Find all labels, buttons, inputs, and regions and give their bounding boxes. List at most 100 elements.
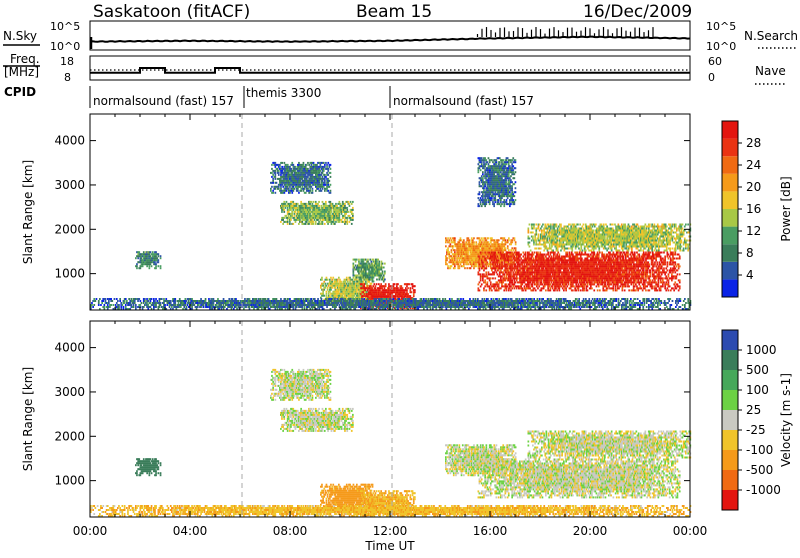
heatmap-cell [565,289,567,291]
heatmap-cell [378,283,380,285]
nave-tick-top: 60 [708,55,722,68]
heatmap-cell [372,285,374,287]
heatmap-cell [556,254,558,256]
heatmap-cell [301,221,303,223]
heatmap-cell [330,201,332,203]
heatmap-cell [291,172,293,174]
heatmap-cell [388,287,390,289]
heatmap-cell [372,279,374,281]
heatmap-cell [321,190,323,192]
heatmap-cell [295,221,297,223]
heatmap-cell [520,254,522,256]
heatmap-cell [326,293,328,295]
heatmap-cell [481,237,483,239]
heatmap-cell [349,215,351,217]
heatmap-cell [497,273,499,275]
heatmap-cell [578,289,580,291]
heatmap-cell [538,267,540,269]
heatmap-cell [447,237,449,239]
heatmap-cell [367,285,369,287]
heatmap-cell [484,279,486,281]
heatmap-cell [541,279,543,281]
heatmap-cell [321,174,323,176]
heatmap-cell [272,190,274,192]
heatmap-cell [272,182,274,184]
heatmap-cell [291,211,293,213]
heatmap-cell [529,275,531,277]
heatmap-cell [327,174,329,176]
heatmap-cell [532,285,534,287]
heatmap-cell [480,239,482,241]
heatmap-cell [345,213,347,215]
heatmap-cell [327,287,329,289]
heatmap-cell [499,265,501,267]
heatmap-cell [414,285,416,287]
heatmap-cell [356,277,358,279]
heatmap-cell [283,209,285,211]
heatmap-cell [404,291,406,293]
heatmap-cell [146,265,148,267]
heatmap-cell [327,170,329,172]
heatmap-cell [316,205,318,207]
heatmap-cell [536,285,538,287]
heatmap-cell [322,293,324,295]
heatmap-cell [482,261,484,263]
heatmap-cell [481,258,483,260]
heatmap-cell [305,223,307,225]
heatmap-cell [453,245,455,247]
heatmap-cell [508,249,510,251]
nsearch-label: N.Search [744,29,798,43]
heatmap-cell [330,289,332,291]
heatmap-cell [496,287,498,289]
heatmap-cell [302,186,304,188]
heatmap-cell [566,285,568,287]
nsky-tick-bottom: 10^0 [50,40,80,53]
heatmap-cell [479,267,481,269]
heatmap-cell [454,265,456,267]
heatmap-cell [525,289,527,291]
heatmap-cell [465,245,467,247]
heatmap-cell [575,283,577,285]
heatmap-cell [331,209,333,211]
heatmap-cell [514,275,516,277]
heatmap-cell [339,221,341,223]
heatmap-cell [368,281,370,283]
heatmap-cell [565,283,567,285]
cpid-segment-2: themis 3300 [246,86,321,100]
heatmap-cell [487,261,489,263]
heatmap-cell [326,285,328,287]
heatmap-cell [288,188,290,190]
heatmap-cell [323,170,325,172]
heatmap-cell [353,271,355,273]
heatmap-cell [572,275,574,277]
heatmap-cell [299,219,301,221]
heatmap-cell [480,265,482,267]
heatmap-cell [493,239,495,241]
heatmap-cell [330,164,332,166]
heatmap-cell [463,265,465,267]
heatmap-cell [327,178,329,180]
heatmap-cell [562,287,564,289]
heatmap-cell [346,207,348,209]
heatmap-cell [363,279,365,281]
heatmap-cell [511,263,513,265]
heatmap-cell [313,201,315,203]
heatmap-cell [482,277,484,279]
heatmap-cell [300,190,302,192]
heatmap-cell [325,162,327,164]
heatmap-cell [294,215,296,217]
heatmap-cell [510,273,512,275]
heatmap-cell [344,219,346,221]
heatmap-cell [339,213,341,215]
heatmap-cell [503,289,505,291]
heatmap-cell [554,254,556,256]
heatmap-cell [325,176,327,178]
heatmap-cell [331,223,333,225]
heatmap-cell [597,289,599,291]
heatmap-cell [551,277,553,279]
heatmap-cell [346,277,348,279]
heatmap-cell [305,166,307,168]
heatmap-cell [508,261,510,263]
heatmap-cell [552,285,554,287]
